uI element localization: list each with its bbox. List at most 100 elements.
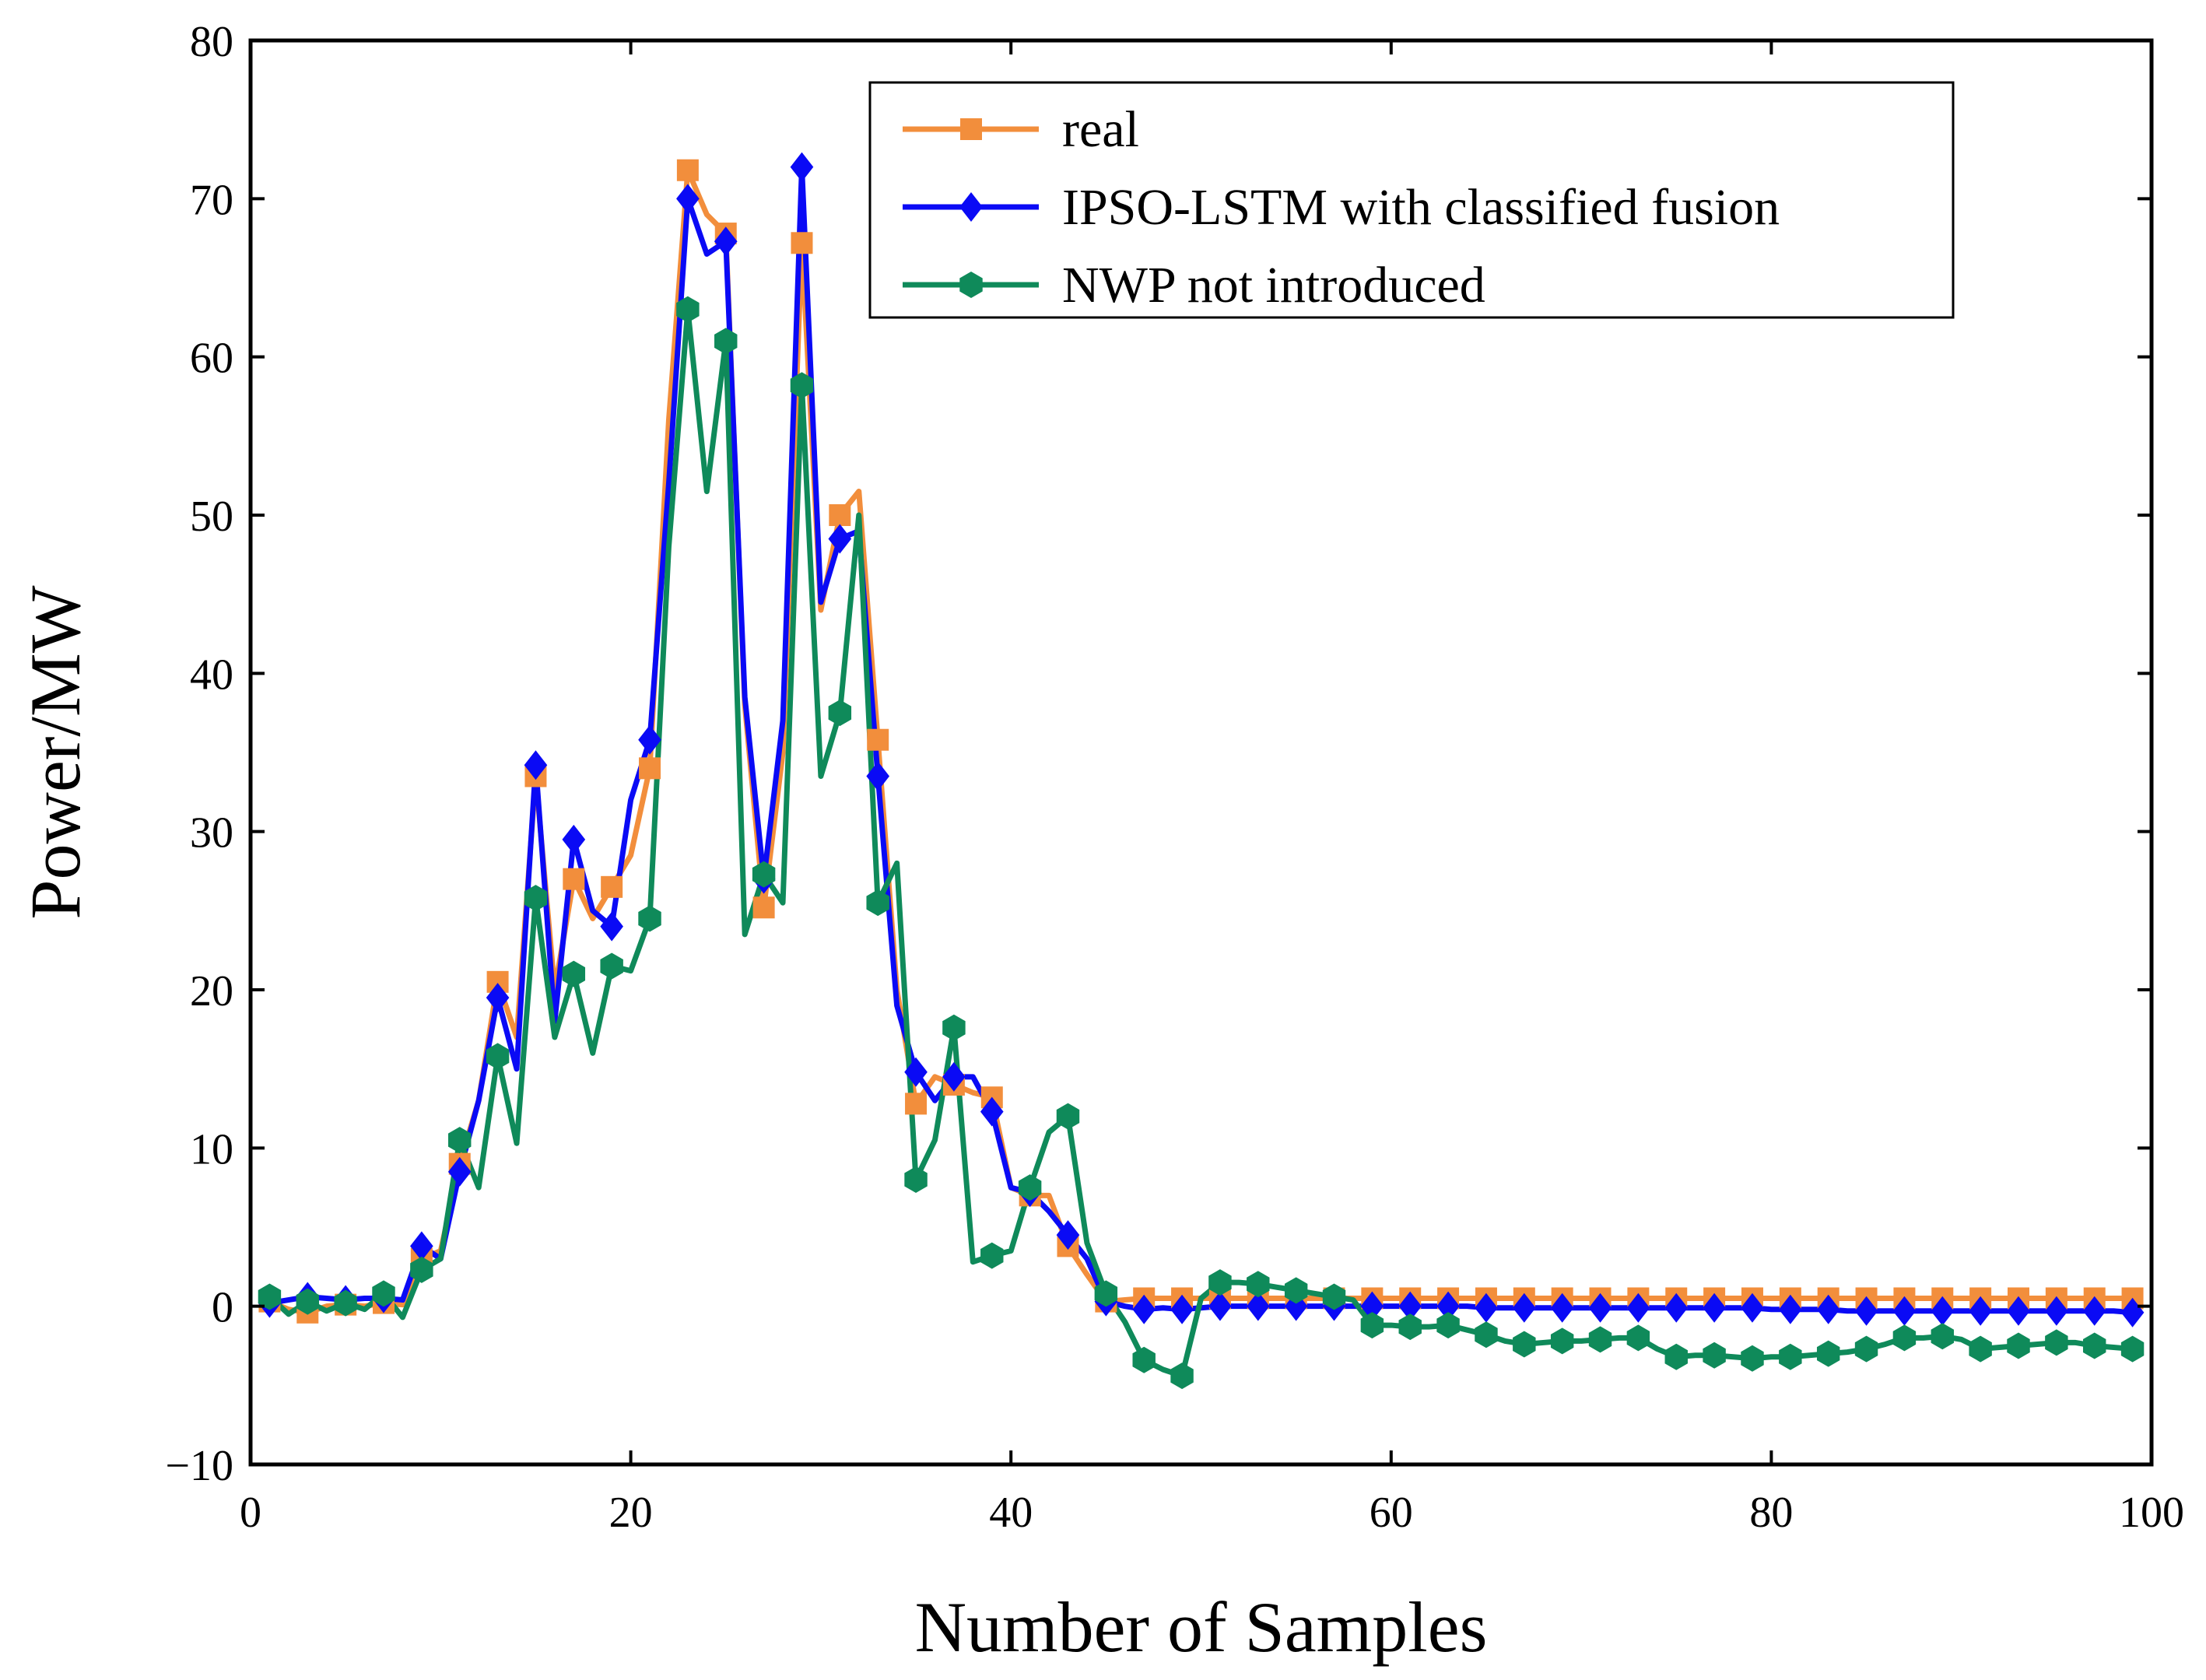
data-point-nwp-not-introduced bbox=[1398, 1313, 1422, 1341]
data-point-nwp-not-introduced bbox=[1322, 1283, 1346, 1310]
series-markers bbox=[258, 152, 2145, 1390]
data-point-nwp-not-introduced bbox=[448, 1127, 472, 1154]
data-point-real bbox=[639, 757, 661, 780]
data-point-ipso-lstm-with-classified-fusion bbox=[447, 1156, 472, 1187]
data-point-ipso-lstm-with-classified-fusion bbox=[1246, 1291, 1270, 1321]
data-point-nwp-not-introduced bbox=[1931, 1323, 1954, 1350]
data-point-ipso-lstm-with-classified-fusion bbox=[1741, 1292, 1764, 1323]
data-point-nwp-not-introduced bbox=[942, 1014, 966, 1041]
data-point-ipso-lstm-with-classified-fusion bbox=[1779, 1294, 1802, 1324]
data-point-nwp-not-introduced bbox=[1513, 1331, 1536, 1358]
data-point-ipso-lstm-with-classified-fusion bbox=[486, 983, 510, 1013]
y-tick-label: 0 bbox=[212, 1284, 233, 1332]
data-point-ipso-lstm-with-classified-fusion bbox=[980, 1096, 1004, 1127]
data-point-nwp-not-introduced bbox=[410, 1256, 433, 1283]
data-point-nwp-not-introduced bbox=[296, 1288, 320, 1315]
data-point-nwp-not-introduced bbox=[2007, 1332, 2030, 1359]
data-point-nwp-not-introduced bbox=[1550, 1328, 1574, 1355]
data-point-nwp-not-introduced bbox=[1475, 1321, 1498, 1349]
data-point-nwp-not-introduced bbox=[828, 700, 852, 727]
data-point-ipso-lstm-with-classified-fusion bbox=[1056, 1220, 1080, 1250]
data-point-nwp-not-introduced bbox=[752, 861, 776, 888]
data-point-nwp-not-introduced bbox=[1969, 1335, 1992, 1363]
legend-label-ipso-lstm-with-classified-fusion: IPSO-LSTM with classified fusion bbox=[1062, 179, 1780, 236]
data-point-ipso-lstm-with-classified-fusion bbox=[676, 184, 700, 214]
legend-label-nwp-not-introduced: NWP not introduced bbox=[1062, 257, 1485, 314]
legend-label-real: real bbox=[1062, 101, 1139, 158]
data-point-real bbox=[676, 159, 699, 181]
data-point-ipso-lstm-with-classified-fusion bbox=[1931, 1296, 1955, 1326]
data-point-ipso-lstm-with-classified-fusion bbox=[790, 152, 814, 182]
data-point-ipso-lstm-with-classified-fusion bbox=[828, 524, 852, 554]
data-point-nwp-not-introduced bbox=[1854, 1335, 1878, 1363]
data-point-ipso-lstm-with-classified-fusion bbox=[1436, 1291, 1460, 1321]
x-tick-label: 20 bbox=[609, 1489, 653, 1537]
data-point-nwp-not-introduced bbox=[980, 1242, 1004, 1269]
data-point-nwp-not-introduced bbox=[904, 1166, 928, 1193]
data-point-nwp-not-introduced bbox=[1741, 1345, 1764, 1372]
data-point-nwp-not-introduced bbox=[562, 960, 586, 987]
legend-marker-nwp-not-introduced bbox=[959, 272, 983, 298]
data-point-nwp-not-introduced bbox=[1247, 1271, 1270, 1298]
x-axis-title: Number of Samples bbox=[915, 1587, 1488, 1667]
data-point-real bbox=[752, 896, 775, 919]
data-point-nwp-not-introduced bbox=[638, 905, 661, 932]
x-tick-label: 100 bbox=[2119, 1489, 2184, 1537]
y-tick-label: 80 bbox=[190, 18, 233, 66]
data-point-real bbox=[563, 868, 585, 890]
x-tick-label: 60 bbox=[1370, 1489, 1413, 1537]
data-point-nwp-not-introduced bbox=[2120, 1335, 2145, 1363]
data-point-nwp-not-introduced bbox=[1892, 1324, 1917, 1352]
data-point-ipso-lstm-with-classified-fusion bbox=[638, 724, 661, 755]
y-tick-label: −10 bbox=[165, 1442, 233, 1490]
data-point-nwp-not-introduced bbox=[486, 1043, 510, 1070]
y-tick-label: 40 bbox=[190, 651, 233, 699]
series-lines bbox=[268, 164, 2133, 1379]
data-point-ipso-lstm-with-classified-fusion bbox=[1969, 1296, 1992, 1326]
data-point-ipso-lstm-with-classified-fusion bbox=[1854, 1296, 1878, 1326]
data-point-ipso-lstm-with-classified-fusion bbox=[1360, 1291, 1384, 1321]
y-tick-label: 60 bbox=[190, 335, 233, 383]
data-point-ipso-lstm-with-classified-fusion bbox=[1588, 1292, 1612, 1323]
data-point-ipso-lstm-with-classified-fusion bbox=[1132, 1294, 1156, 1324]
data-point-nwp-not-introduced bbox=[1284, 1277, 1308, 1304]
data-point-nwp-not-introduced bbox=[2045, 1329, 2068, 1356]
x-tick-label: 0 bbox=[240, 1489, 261, 1537]
data-point-ipso-lstm-with-classified-fusion bbox=[2082, 1296, 2106, 1326]
data-point-nwp-not-introduced bbox=[372, 1280, 395, 1307]
axis-ticks bbox=[249, 39, 2153, 1466]
legend-marker-real bbox=[960, 118, 982, 140]
data-point-nwp-not-introduced bbox=[1436, 1312, 1460, 1339]
data-point-nwp-not-introduced bbox=[1588, 1326, 1612, 1353]
plot-frame bbox=[248, 38, 2154, 1467]
y-axis-title: Power/MW bbox=[16, 585, 95, 919]
x-tick-label: 80 bbox=[1749, 1489, 1793, 1537]
data-point-ipso-lstm-with-classified-fusion bbox=[1703, 1292, 1726, 1323]
data-point-ipso-lstm-with-classified-fusion bbox=[1664, 1292, 1689, 1323]
data-point-nwp-not-introduced bbox=[676, 296, 700, 323]
legend: real IPSO-LSTM with classified fusion NWP … bbox=[868, 81, 1955, 319]
series-line-real bbox=[268, 167, 2133, 1316]
data-point-ipso-lstm-with-classified-fusion bbox=[2045, 1296, 2068, 1326]
y-tick-label: 50 bbox=[190, 493, 233, 541]
data-point-real bbox=[867, 728, 889, 751]
data-point-nwp-not-introduced bbox=[790, 372, 814, 399]
data-point-real bbox=[829, 504, 851, 526]
legend-marker-ipso-lstm-with-classified-fusion bbox=[959, 192, 983, 222]
data-point-nwp-not-introduced bbox=[1816, 1340, 1840, 1367]
data-point-ipso-lstm-with-classified-fusion bbox=[714, 226, 738, 257]
data-point-ipso-lstm-with-classified-fusion bbox=[410, 1231, 433, 1261]
data-point-nwp-not-introduced bbox=[714, 328, 738, 355]
data-point-ipso-lstm-with-classified-fusion bbox=[942, 1061, 966, 1092]
data-point-ipso-lstm-with-classified-fusion bbox=[1208, 1291, 1232, 1321]
data-point-ipso-lstm-with-classified-fusion bbox=[1892, 1296, 1917, 1326]
series-line-ipso-lstm-with-classified-fusion bbox=[268, 164, 2133, 1316]
series-line-nwp-not-introduced bbox=[268, 307, 2133, 1379]
data-point-nwp-not-introduced bbox=[1779, 1343, 1802, 1370]
data-point-nwp-not-introduced bbox=[1626, 1324, 1650, 1352]
data-point-ipso-lstm-with-classified-fusion bbox=[524, 750, 548, 780]
data-point-ipso-lstm-with-classified-fusion bbox=[562, 824, 586, 854]
data-point-nwp-not-introduced bbox=[334, 1289, 357, 1317]
